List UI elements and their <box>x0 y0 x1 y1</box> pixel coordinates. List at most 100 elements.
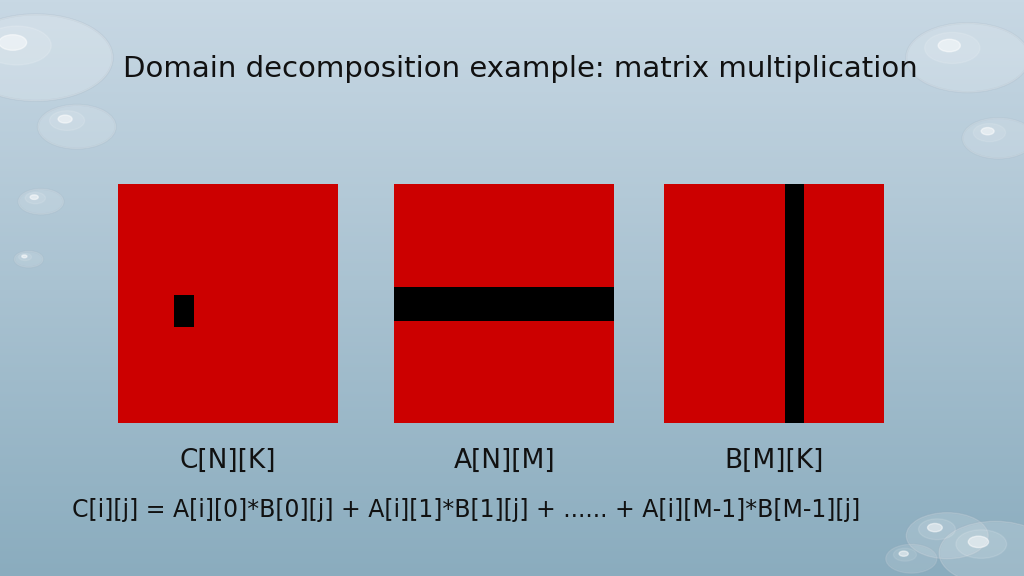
Bar <box>0 304 1024 305</box>
Circle shape <box>981 127 994 135</box>
Circle shape <box>14 251 43 267</box>
Circle shape <box>18 253 32 260</box>
Bar <box>0 23 1024 25</box>
Bar <box>0 534 1024 536</box>
Bar <box>0 488 1024 490</box>
Circle shape <box>58 115 72 123</box>
Bar <box>0 428 1024 430</box>
Bar <box>0 459 1024 461</box>
Bar <box>0 211 1024 213</box>
Bar <box>0 190 1024 192</box>
Bar <box>0 46 1024 48</box>
Bar <box>0 148 1024 150</box>
Bar <box>0 363 1024 365</box>
Bar <box>0 315 1024 317</box>
Bar <box>0 165 1024 167</box>
Bar <box>0 374 1024 376</box>
Bar <box>0 213 1024 215</box>
Circle shape <box>973 123 1006 142</box>
Bar <box>0 407 1024 409</box>
Bar <box>0 505 1024 507</box>
Bar <box>0 186 1024 188</box>
Bar <box>0 382 1024 384</box>
Bar <box>0 125 1024 127</box>
Bar <box>0 163 1024 165</box>
Text: Domain decomposition example: matrix multiplication: Domain decomposition example: matrix mul… <box>123 55 918 83</box>
Bar <box>0 321 1024 323</box>
Bar <box>0 361 1024 363</box>
Bar <box>0 536 1024 537</box>
Bar <box>0 16 1024 17</box>
Bar <box>0 373 1024 374</box>
Bar <box>0 203 1024 206</box>
Bar <box>0 425 1024 426</box>
Bar <box>0 167 1024 169</box>
Text: B[M][K]: B[M][K] <box>724 448 823 474</box>
Bar <box>0 131 1024 132</box>
Bar <box>0 234 1024 236</box>
Bar <box>0 393 1024 396</box>
Bar <box>0 119 1024 121</box>
Bar <box>0 328 1024 330</box>
Bar <box>0 236 1024 238</box>
Bar <box>0 388 1024 390</box>
Bar <box>0 242 1024 244</box>
Bar <box>0 367 1024 369</box>
Bar <box>0 353 1024 355</box>
Bar <box>0 4 1024 6</box>
Bar <box>0 509 1024 511</box>
Bar <box>0 96 1024 98</box>
Bar <box>0 444 1024 445</box>
Bar <box>0 17 1024 19</box>
Bar <box>0 31 1024 33</box>
Bar <box>0 503 1024 505</box>
Bar <box>0 272 1024 275</box>
Bar <box>0 188 1024 190</box>
Bar <box>0 183 1024 184</box>
Bar <box>0 434 1024 436</box>
Bar <box>0 12 1024 13</box>
Bar <box>0 411 1024 413</box>
Bar <box>0 380 1024 382</box>
Bar <box>0 528 1024 530</box>
Bar <box>0 249 1024 252</box>
Bar <box>664 184 884 423</box>
Bar <box>0 292 1024 294</box>
Circle shape <box>906 23 1024 92</box>
Bar <box>0 432 1024 434</box>
Bar <box>0 121 1024 123</box>
Bar <box>0 476 1024 478</box>
Bar <box>0 511 1024 513</box>
Bar <box>0 426 1024 428</box>
Bar <box>0 537 1024 540</box>
Bar <box>0 0 1024 2</box>
Bar <box>0 169 1024 171</box>
Bar <box>0 468 1024 471</box>
Bar <box>0 102 1024 104</box>
Bar <box>0 263 1024 265</box>
Bar <box>0 386 1024 388</box>
Circle shape <box>0 26 51 65</box>
Bar <box>0 517 1024 518</box>
Bar <box>0 545 1024 547</box>
Bar <box>0 300 1024 301</box>
Bar <box>0 217 1024 219</box>
Bar <box>0 113 1024 115</box>
Circle shape <box>938 39 961 52</box>
Circle shape <box>969 536 988 548</box>
Bar <box>0 128 1024 131</box>
Bar <box>0 338 1024 340</box>
Bar <box>0 238 1024 240</box>
Bar <box>0 334 1024 336</box>
Bar <box>0 420 1024 422</box>
Bar <box>0 471 1024 472</box>
Bar <box>0 240 1024 242</box>
Bar <box>0 184 1024 186</box>
Bar <box>0 526 1024 528</box>
Bar <box>0 98 1024 100</box>
Bar <box>0 257 1024 259</box>
Bar <box>0 557 1024 559</box>
Bar <box>0 10 1024 12</box>
Bar <box>0 474 1024 476</box>
Circle shape <box>0 35 27 50</box>
